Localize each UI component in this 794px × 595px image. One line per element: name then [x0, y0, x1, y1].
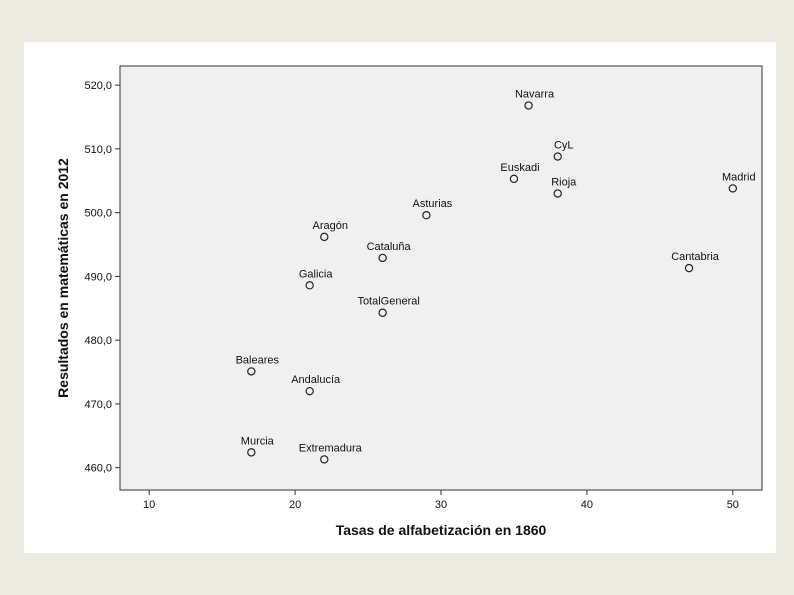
y-tick-label: 480,0	[84, 335, 112, 347]
point-marker	[305, 386, 314, 396]
point-label: Cataluña	[367, 241, 412, 253]
point-marker	[378, 253, 387, 263]
point-label: Cantabria	[671, 251, 720, 263]
point-label: Asturias	[413, 198, 453, 210]
y-tick-label: 520,0	[84, 80, 112, 92]
x-tick-label: 50	[727, 499, 739, 511]
data-point: Extremadura	[299, 442, 363, 464]
y-tick-label: 470,0	[84, 399, 112, 411]
data-point: Cantabria	[671, 251, 720, 273]
point-marker	[247, 367, 256, 376]
y-axis-title: Resultados en matemáticas en 2012	[55, 158, 71, 398]
y-tick-label: 510,0	[84, 144, 112, 156]
x-tick-label: 20	[289, 499, 301, 511]
point-label: CyL	[554, 140, 574, 152]
point-label: Navarra	[515, 89, 555, 101]
data-point: Murcia	[241, 435, 275, 457]
point-marker	[728, 184, 738, 193]
point-label: Rioja	[551, 177, 577, 189]
data-point: Asturias	[413, 198, 453, 220]
point-label: Aragón	[313, 220, 348, 232]
point-marker	[684, 263, 694, 273]
point-marker	[247, 448, 256, 457]
data-points: Navarra CyL Euskadi Rioja Madrid Asturias Arag…	[236, 89, 756, 464]
data-point: Cataluña	[367, 241, 412, 263]
point-marker	[553, 152, 562, 161]
y-tick-label: 460,0	[84, 463, 112, 475]
axes: 10 20 30 40 50 460,0 470,0 480,0 490,0 500,0 510,0…	[84, 80, 738, 511]
y-tick-label: 500,0	[84, 208, 112, 220]
data-point: CyL	[553, 140, 574, 161]
point-marker	[553, 189, 562, 198]
point-marker	[320, 232, 329, 242]
point-marker	[422, 210, 431, 220]
point-label: Baleares	[236, 354, 280, 366]
chart-card: 10 20 30 40 50 460,0 470,0 480,0 490,0 500,0 510,0…	[24, 42, 776, 553]
data-point: Madrid	[722, 171, 756, 193]
x-tick-label: 40	[581, 499, 593, 511]
point-marker	[378, 308, 387, 317]
x-tick-label: 10	[143, 499, 155, 511]
x-tick-label: 30	[435, 499, 447, 511]
data-point: TotalGeneral	[357, 296, 420, 317]
data-point: Galicia	[299, 268, 334, 290]
point-label: Galicia	[299, 268, 334, 280]
scatter-chart: 10 20 30 40 50 460,0 470,0 480,0 490,0 500,0 510,0…	[55, 65, 763, 538]
point-label: Andalucía	[291, 374, 341, 386]
data-point: Aragón	[313, 220, 348, 242]
point-marker	[305, 281, 314, 290]
point-label: Euskadi	[500, 162, 539, 174]
point-label: Madrid	[722, 171, 756, 183]
data-point: Baleares	[236, 354, 280, 376]
point-marker	[320, 455, 329, 464]
x-axis-title: Tasas de alfabetización en 1860	[336, 522, 547, 538]
data-point: Rioja	[551, 177, 577, 198]
plot-area	[119, 65, 763, 491]
data-point: Navarra	[515, 89, 555, 110]
point-marker	[524, 101, 533, 110]
point-marker	[509, 174, 519, 184]
point-label: Murcia	[241, 435, 275, 447]
data-point: Andalucía	[291, 374, 341, 396]
y-tick-label: 490,0	[84, 271, 112, 283]
point-label: TotalGeneral	[357, 296, 419, 308]
point-label: Extremadura	[299, 442, 363, 454]
data-point: Euskadi	[500, 162, 540, 184]
